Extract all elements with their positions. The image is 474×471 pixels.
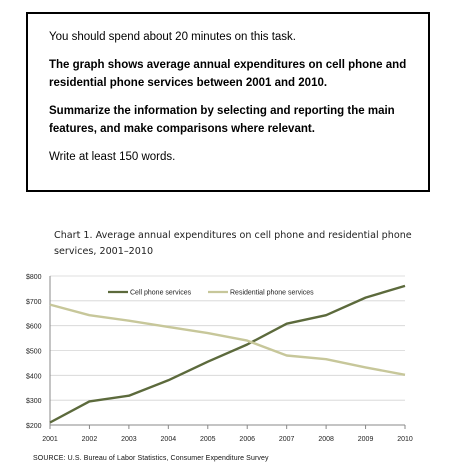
x-tick-label: 2005 [200,436,216,443]
x-tick-label: 2001 [42,436,58,443]
y-tick-label: $200 [26,423,42,430]
chart-source: SOURCE: U.S. Bureau of Labor Statistics,… [33,455,269,462]
x-tick-label: 2010 [397,436,413,443]
chart-title: Chart 1. Average annual expenditures on … [54,230,412,257]
series-line-cell-phone [49,284,406,424]
x-tick-label: 2009 [358,436,374,443]
y-tick-label: $300 [26,398,42,405]
task-box: You should spend about 20 minutes on thi… [26,12,430,192]
x-tick-label: 2008 [318,436,334,443]
x-tick-label: 2006 [239,436,255,443]
y-tick-label: $600 [26,324,42,331]
task-prompt-summarize: Summarize the information by selecting a… [49,105,395,135]
task-intro: You should spend about 20 minutes on thi… [49,31,296,43]
series-line-residential-phone [49,303,406,376]
x-tick-label: 2004 [161,436,177,443]
x-tick-label: 2007 [279,436,295,443]
x-tick-label: 2002 [82,436,98,443]
y-tick-label: $800 [26,274,42,281]
y-tick-label: $700 [26,299,42,306]
y-tick-label: $400 [26,373,42,380]
x-tick-label: 2003 [121,436,137,443]
task-word-count: Write at least 150 words. [49,151,176,163]
legend-label: Residential phone services [230,290,314,297]
legend-label: Cell phone services [130,290,192,297]
y-tick-label: $500 [26,349,42,356]
task-prompt-graph: The graph shows average annual expenditu… [49,59,407,89]
